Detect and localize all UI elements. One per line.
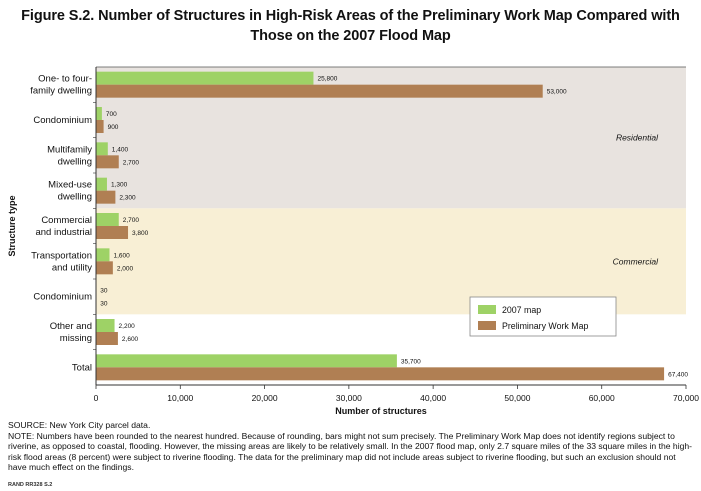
- value-label-2007-0: 25,800: [317, 76, 337, 83]
- group-label-residential: Residential: [616, 133, 659, 143]
- value-label-preliminary-1: 900: [108, 124, 119, 131]
- bar-2007-0: [96, 71, 314, 85]
- category-label-5-0: Transportation: [31, 250, 92, 261]
- category-label-3-1: dwelling: [58, 192, 92, 203]
- category-label-8-0: Total: [72, 362, 92, 373]
- category-label-2-0: Multifamily: [47, 144, 92, 155]
- value-label-2007-4: 2,700: [123, 217, 140, 224]
- chart-title-line-1: Figure S.2. Number of Structures in High…: [21, 8, 680, 24]
- category-label-4-0: Commercial: [41, 215, 92, 226]
- value-label-2007-5: 1,600: [113, 252, 130, 259]
- x-tick-label-7: 70,000: [673, 393, 699, 403]
- bar-preliminary-1: [96, 120, 104, 133]
- category-label-7-1: missing: [60, 333, 92, 344]
- figure-code: RAND RR328 S.2: [8, 482, 53, 488]
- bar-chart: Residential Commercial 25,800 700 1,400 1,300…: [7, 66, 699, 416]
- category-label-6-0: Condominium: [33, 292, 92, 303]
- bar-preliminary-3: [96, 190, 116, 204]
- group-label-commercial: Commercial: [613, 256, 659, 266]
- category-label-0-0: One- to four-: [38, 74, 92, 85]
- bar-2007-7: [96, 319, 115, 332]
- x-tick-label-1: 10,000: [167, 393, 193, 403]
- category-label-3-0: Mixed-use: [48, 180, 92, 191]
- value-label-preliminary-5: 2,000: [117, 265, 134, 272]
- category-label-0-1: family dwelling: [30, 86, 92, 97]
- bar-2007-1: [96, 107, 102, 120]
- value-label-preliminary-8: 67,400: [668, 371, 688, 378]
- x-tick-label-6: 60,000: [589, 393, 615, 403]
- note-text: NOTE: Numbers have been rounded to the n…: [8, 430, 693, 473]
- category-label-2-1: dwelling: [58, 156, 92, 167]
- category-label-5-1: and utility: [52, 262, 92, 273]
- chart-title-line-2: Those on the 2007 Flood Map: [250, 28, 451, 44]
- category-label-1-0: Condominium: [33, 115, 92, 126]
- x-tick-label-0: 0: [94, 393, 99, 403]
- bar-preliminary-8: [96, 367, 665, 381]
- notes: SOURCE: New York City parcel data. NOTE:…: [8, 420, 696, 473]
- x-tick-label-3: 30,000: [336, 393, 362, 403]
- value-label-2007-1: 700: [106, 111, 117, 118]
- value-label-2007-6: 30: [100, 288, 108, 295]
- value-label-preliminary-7: 2,600: [122, 336, 139, 343]
- value-label-preliminary-0: 53,000: [547, 89, 567, 96]
- x-tick-label-2: 20,000: [252, 393, 278, 403]
- x-tick-label-5: 50,000: [504, 393, 530, 403]
- category-label-7-0: Other and: [50, 321, 92, 332]
- bar-2007-8: [96, 354, 397, 368]
- bar-2007-2: [96, 142, 108, 156]
- legend-label-2007: 2007 map: [502, 305, 541, 315]
- category-label-4-1: and industrial: [35, 227, 92, 238]
- bar-preliminary-0: [96, 84, 543, 98]
- bar-preliminary-5: [96, 261, 113, 275]
- value-label-preliminary-6: 30: [100, 301, 108, 308]
- value-label-2007-8: 35,700: [401, 358, 421, 365]
- bar-preliminary-7: [96, 332, 118, 345]
- x-axis-label: Number of structures: [335, 406, 427, 416]
- value-label-preliminary-4: 3,800: [132, 230, 149, 237]
- bar-preliminary-4: [96, 226, 129, 239]
- value-label-2007-3: 1,300: [111, 182, 128, 189]
- value-label-2007-7: 2,200: [119, 323, 136, 330]
- legend-label-preliminary: Preliminary Work Map: [502, 321, 588, 331]
- x-tick-label-4: 40,000: [420, 393, 446, 403]
- legend-swatch-preliminary: [478, 321, 496, 330]
- value-label-preliminary-3: 2,300: [119, 195, 136, 202]
- y-axis-label: Structure type: [7, 195, 17, 256]
- value-label-2007-2: 1,400: [112, 146, 129, 153]
- source-note: SOURCE: New York City parcel data.: [8, 420, 151, 430]
- chart-title: Figure S.2. Number of Structures in High…: [0, 6, 701, 46]
- bar-2007-4: [96, 213, 119, 226]
- legend-swatch-2007: [478, 305, 496, 314]
- bar-preliminary-2: [96, 155, 119, 169]
- value-label-preliminary-2: 2,700: [123, 159, 140, 166]
- bar-2007-5: [96, 248, 110, 262]
- bar-2007-3: [96, 177, 107, 191]
